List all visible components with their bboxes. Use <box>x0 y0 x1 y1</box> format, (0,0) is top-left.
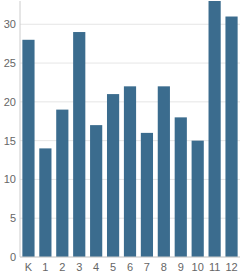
y-tick-label: 25 <box>4 57 16 69</box>
x-tick-label: 6 <box>127 261 133 273</box>
y-tick-label: 20 <box>4 96 16 108</box>
grid-line <box>20 63 240 64</box>
grid-line <box>20 257 240 258</box>
bar <box>209 1 221 257</box>
x-tick-label: 9 <box>178 261 184 273</box>
y-tick-label: 5 <box>10 212 16 224</box>
chart: 051015202530K123456789101112 <box>0 0 240 277</box>
bar <box>22 40 34 257</box>
bar <box>141 133 153 257</box>
y-tick-label: 30 <box>4 18 16 30</box>
x-tick-label: 10 <box>192 261 204 273</box>
bar <box>158 86 170 257</box>
y-tick-label: 0 <box>10 251 16 263</box>
x-tick-label: 1 <box>42 261 48 273</box>
bar <box>73 32 85 257</box>
bar <box>56 110 68 257</box>
bar <box>39 148 51 257</box>
bar <box>124 86 136 257</box>
x-tick-label: 4 <box>93 261 99 273</box>
bar <box>90 125 102 257</box>
x-tick-label: 2 <box>59 261 65 273</box>
y-tick-label: 10 <box>4 173 16 185</box>
bar <box>192 141 204 257</box>
grid-line <box>20 24 240 25</box>
x-tick-label: 12 <box>225 261 237 273</box>
x-tick-label: 5 <box>110 261 116 273</box>
x-tick-label: 7 <box>144 261 150 273</box>
bar <box>175 117 187 257</box>
bar <box>107 94 119 257</box>
x-tick-label: 11 <box>209 261 220 273</box>
bar <box>225 17 237 257</box>
y-axis <box>20 1 21 257</box>
x-axis <box>20 257 240 258</box>
y-tick-label: 15 <box>4 135 16 147</box>
bars <box>22 1 237 257</box>
x-tick-label: K <box>25 261 33 273</box>
x-tick-label: 3 <box>76 261 82 273</box>
chart-container: 051015202530K123456789101112 <box>0 0 240 277</box>
x-tick-label: 8 <box>161 261 167 273</box>
